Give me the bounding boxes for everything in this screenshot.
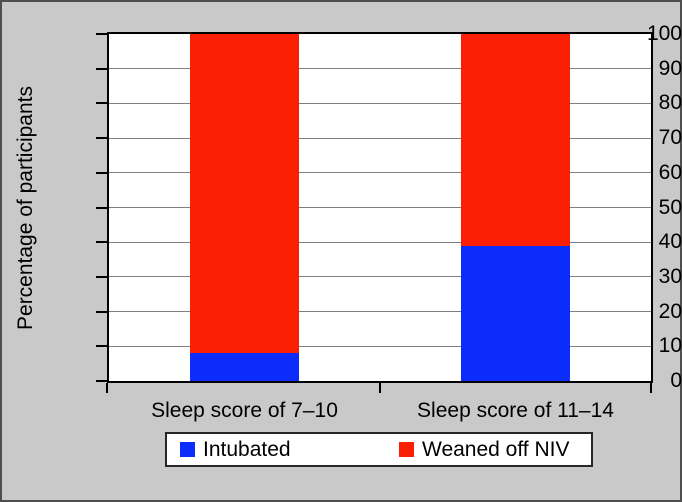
y-tick-label-100: 100 — [646, 22, 682, 45]
x-tick-mark-2 — [650, 383, 652, 393]
y-tick-mark-40 — [96, 241, 107, 244]
y-tick-label-20: 20 — [658, 299, 682, 323]
gridline-70 — [109, 137, 651, 139]
y-tick-mark-30 — [96, 275, 107, 278]
y-tick-mark-100 — [96, 33, 107, 35]
gridline-80 — [109, 102, 651, 104]
gridline-90 — [109, 68, 651, 70]
legend-item-weaned-off-niv: Weaned off NIV — [399, 434, 569, 465]
y-tick-mark-20 — [96, 310, 107, 313]
y-tick-label-40: 40 — [658, 230, 682, 254]
y-tick-label-50: 50 — [658, 195, 682, 219]
bar-1 — [190, 34, 299, 381]
legend-item-intubated: Intubated — [180, 434, 291, 465]
y-tick-label-10: 10 — [658, 334, 682, 358]
y-tick-label-60: 60 — [658, 160, 682, 184]
x-category-label-1: Sleep score of 7–10 — [151, 399, 338, 422]
x-tick-mark-0 — [106, 383, 108, 393]
y-tick-mark-10 — [96, 345, 107, 348]
y-tick-mark-80 — [96, 102, 107, 105]
y-axis-title: Percentage of participants — [14, 86, 37, 330]
weaned-off-niv-color-swatch — [399, 442, 414, 457]
y-tick-mark-60 — [96, 171, 107, 174]
legend: Intubated Weaned off NIV — [165, 432, 593, 467]
gridline-40 — [109, 241, 651, 243]
gridline-20 — [109, 311, 651, 313]
y-tick-mark-90 — [96, 67, 107, 70]
intubated-color-swatch — [180, 442, 195, 457]
y-tick-mark-0 — [96, 380, 107, 382]
y-tick-label-30: 30 — [658, 264, 682, 288]
gridline-10 — [109, 345, 651, 347]
bar-1-segment-intubated — [190, 353, 299, 381]
x-tick-mark-1 — [379, 383, 381, 393]
x-category-label-2: Sleep score of 11–14 — [417, 399, 614, 422]
bar-1-segment-weaned-off-niv — [190, 34, 299, 354]
legend-label-intubated: Intubated — [203, 437, 291, 461]
plot-area — [107, 32, 653, 383]
gridline-50 — [109, 207, 651, 208]
gridline-60 — [109, 172, 651, 174]
y-tick-label-0: 0 — [670, 369, 682, 392]
y-tick-label-70: 70 — [658, 126, 682, 150]
y-tick-label-80: 80 — [658, 91, 682, 115]
y-tick-mark-70 — [96, 137, 107, 140]
gridline-30 — [109, 276, 651, 278]
y-tick-mark-50 — [96, 206, 107, 209]
bar-2-segment-weaned-off-niv — [461, 34, 570, 246]
bar-2 — [461, 34, 570, 381]
legend-label-weaned-off-niv: Weaned off NIV — [422, 437, 570, 461]
bar-2-segment-intubated — [461, 245, 570, 381]
y-tick-label-90: 90 — [658, 56, 682, 80]
